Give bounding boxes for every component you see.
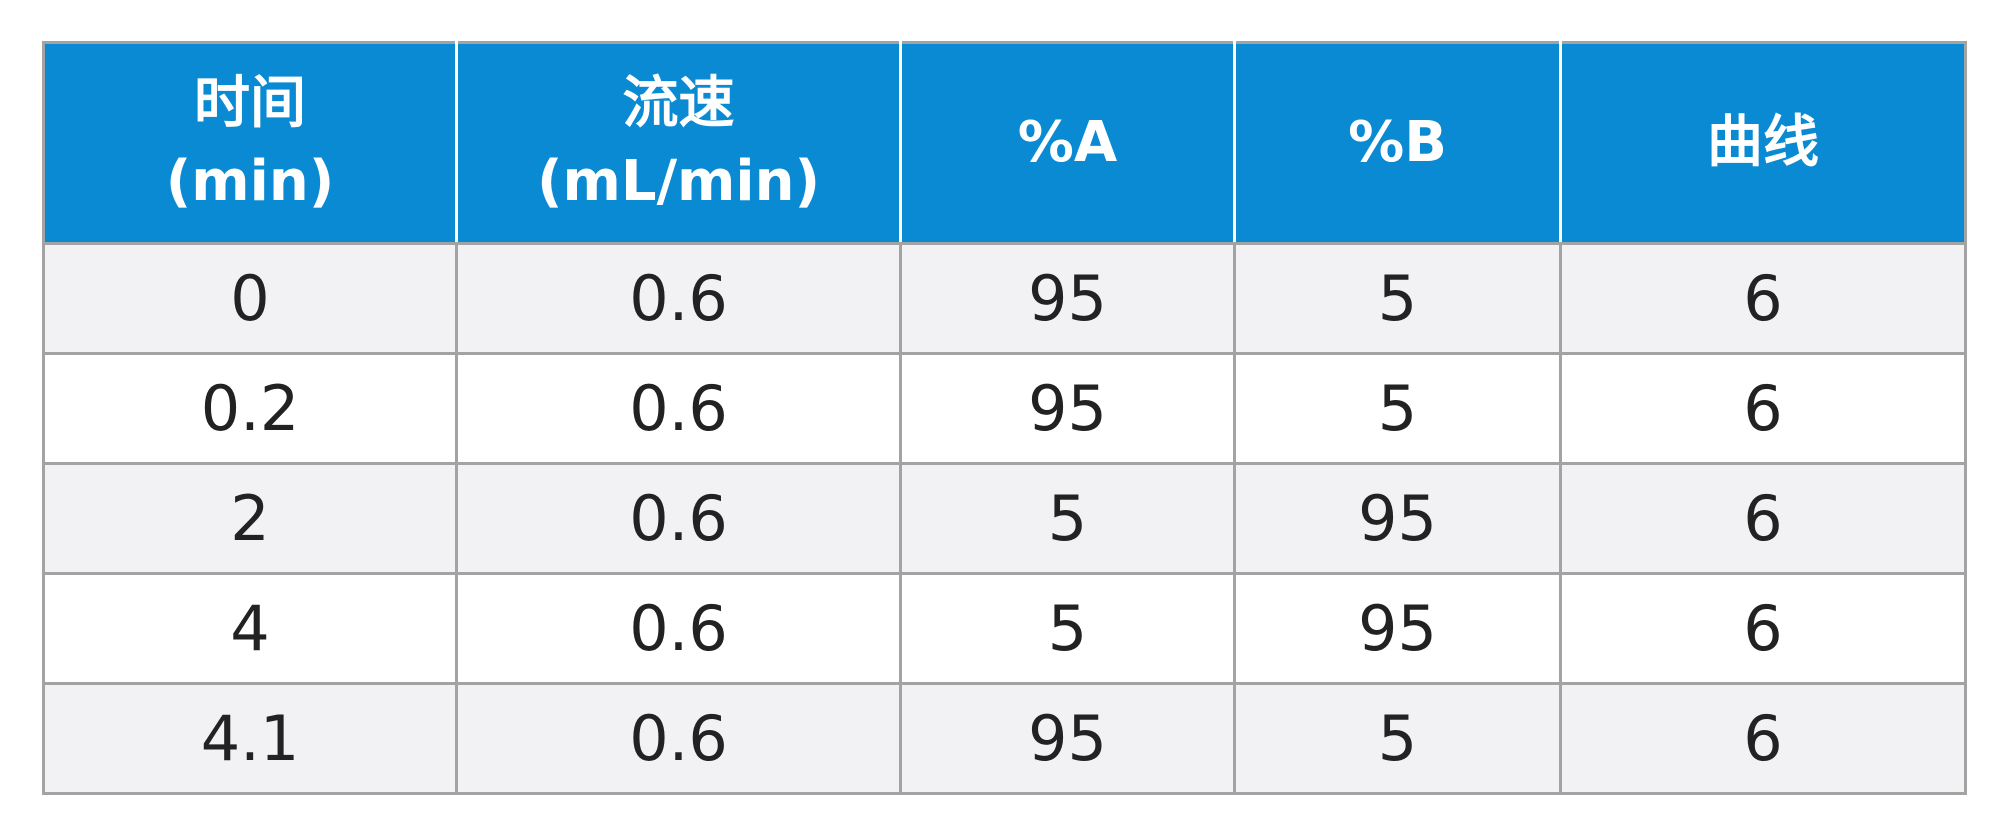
table-row: 2 0.6 5 95 6 [42, 462, 1967, 575]
table-header: 时间 (min) 流速 (mL/min) %A %B 曲线 [42, 41, 1967, 245]
table-cell: 6 [1559, 242, 1967, 355]
table-cell: 95 [1233, 462, 1562, 575]
table-cell: 4.1 [42, 682, 458, 795]
table-cell: 0.6 [455, 682, 902, 795]
table-cell: 95 [1233, 572, 1562, 685]
table-body: 0 0.6 95 5 6 0.2 0.6 95 5 6 2 0.6 5 95 6 4 0.6 5 95 6 4.1 0.6… [42, 242, 1967, 795]
header-text: 曲线 [1707, 110, 1819, 175]
header-text: %B [1348, 110, 1447, 175]
table-cell: 0.6 [455, 242, 902, 355]
table-cell: 5 [899, 462, 1236, 575]
table-cell: 0.6 [455, 352, 902, 465]
table-cell: 6 [1559, 572, 1967, 685]
table-cell: 0.6 [455, 462, 902, 575]
table-row: 0 0.6 95 5 6 [42, 242, 1967, 355]
header-cell: 流速 (mL/min) [455, 41, 902, 245]
header-text: 时间 [194, 71, 306, 136]
gradient-table: 时间 (min) 流速 (mL/min) %A %B 曲线 0 0.6 95 5 6 0.2 0.6 95… [42, 41, 1967, 795]
table-cell: 0 [42, 242, 458, 355]
header-cell: 曲线 [1559, 41, 1967, 245]
header-row: 时间 (min) 流速 (mL/min) %A %B 曲线 [42, 41, 1967, 245]
table-cell: 95 [899, 242, 1236, 355]
table-cell: 4 [42, 572, 458, 685]
table-cell: 6 [1559, 462, 1967, 575]
header-text: (mL/min) [536, 149, 821, 214]
table-row: 4.1 0.6 95 5 6 [42, 682, 1967, 795]
table-cell: 5 [1233, 352, 1562, 465]
table-cell: 5 [1233, 682, 1562, 795]
header-text: %A [1017, 110, 1118, 175]
table-row: 0.2 0.6 95 5 6 [42, 352, 1967, 465]
table-cell: 6 [1559, 352, 1967, 465]
table-cell: 6 [1559, 682, 1967, 795]
table-cell: 5 [1233, 242, 1562, 355]
table-cell: 95 [899, 682, 1236, 795]
header-cell: 时间 (min) [42, 41, 458, 245]
header-text: (min) [165, 149, 335, 214]
table-cell: 5 [899, 572, 1236, 685]
table-cell: 0.6 [455, 572, 902, 685]
header-cell: %B [1233, 41, 1562, 245]
table-cell: 0.2 [42, 352, 458, 465]
header-text: 流速 [622, 71, 735, 136]
table-cell: 2 [42, 462, 458, 575]
header-cell: %A [899, 41, 1236, 245]
table-cell: 95 [899, 352, 1236, 465]
table-row: 4 0.6 5 95 6 [42, 572, 1967, 685]
